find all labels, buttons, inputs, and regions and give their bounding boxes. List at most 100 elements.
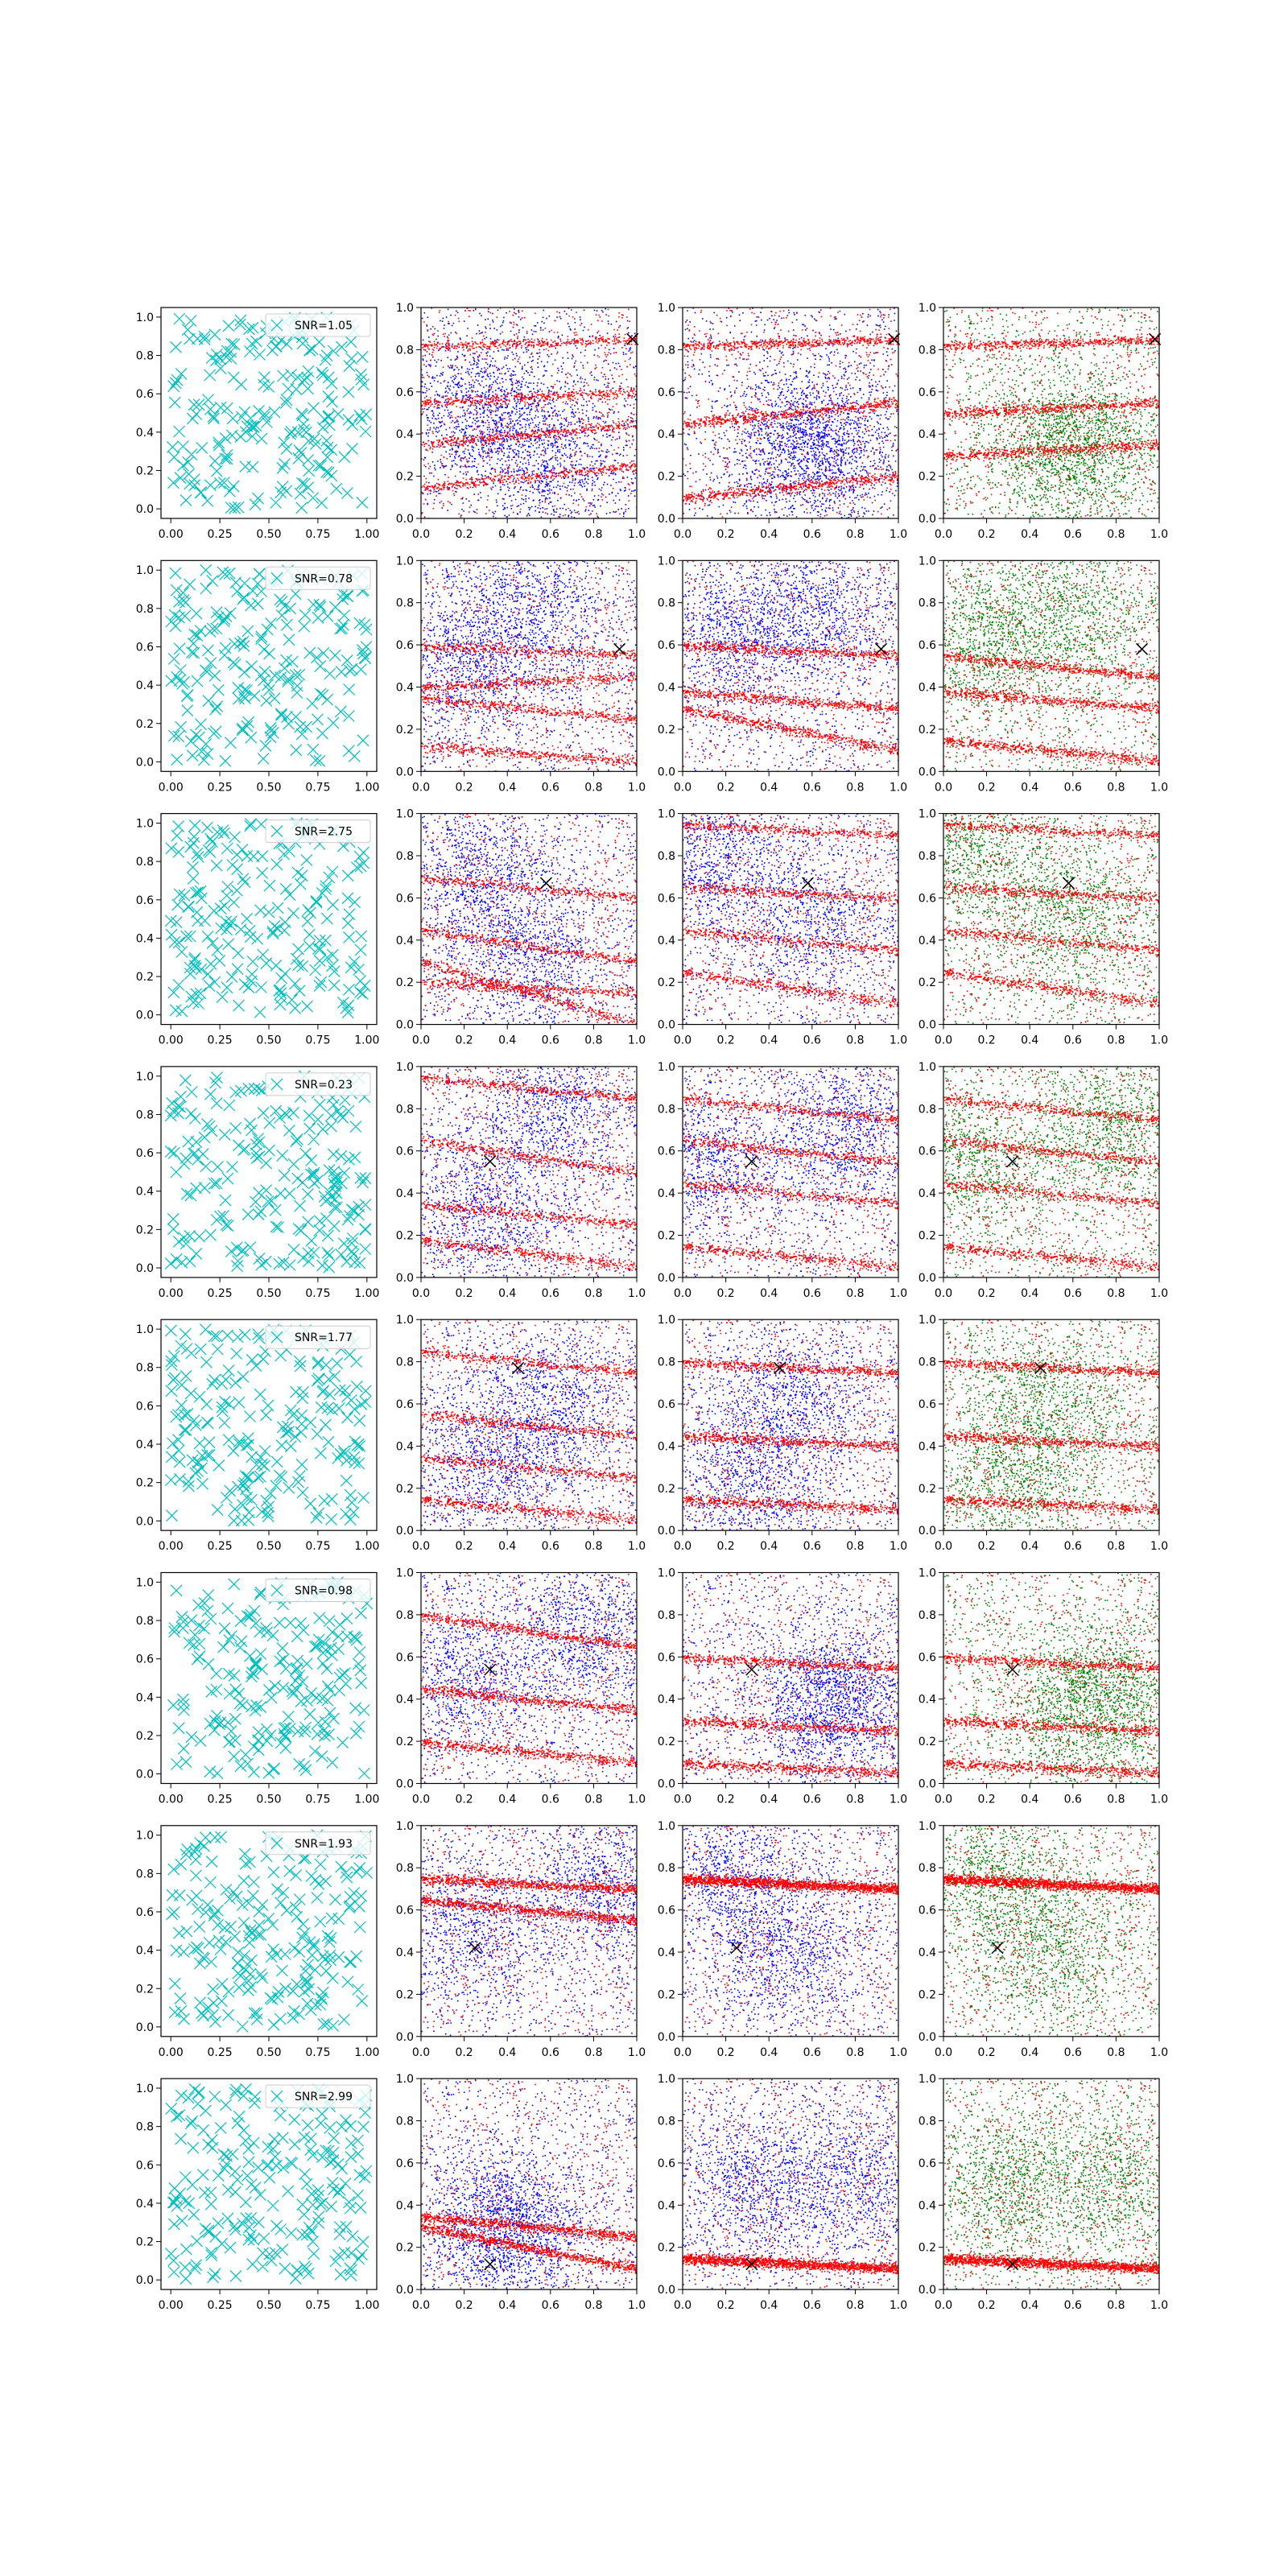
panel-r7-c4: 0.0 0.2 0.4 0.6 0.8 1.00.00.20.40.60.81.0 (919, 1820, 1168, 2059)
cross-marker (540, 877, 551, 889)
blue-points (683, 1319, 900, 1531)
y-tick-label: 0.4 (396, 1187, 414, 1200)
x-tick-label: 1.00 (354, 1034, 379, 1047)
legend: SNR=1.05 (266, 314, 370, 336)
legend: SNR=2.99 (266, 2085, 370, 2107)
y-tick-label: 1.0 (396, 1567, 414, 1580)
y-tick-label: 0.0 (136, 1515, 154, 1528)
y-tick-label: 0.6 (658, 892, 675, 905)
x-tick-label: 0.50 (256, 2299, 281, 2312)
y-tick-label: 0.6 (136, 1906, 154, 1919)
y-tick-label: 0.2 (396, 1736, 414, 1748)
x-tick-label: 1.0 (890, 1540, 907, 1553)
x-tick-label: 0.0 (935, 2046, 952, 2059)
x-tick-label: 1.0 (890, 2046, 907, 2059)
y-tick-label: 0.8 (919, 2116, 936, 2128)
x-tick-label: 0.0 (674, 1794, 691, 1806)
x-tick-label: 0.4 (760, 1287, 778, 1300)
x-tick-label: 0.6 (542, 2046, 559, 2059)
x-tick-label: 0.6 (1064, 1034, 1082, 1047)
y-tick-label: 1.0 (396, 555, 414, 568)
scatter-points (943, 560, 1161, 772)
x-tick-label: 0.50 (256, 1034, 281, 1047)
x-tick-label: 1.0 (628, 1287, 646, 1300)
x-tick-label: 0.2 (455, 1794, 473, 1806)
x-tick-label: 0.8 (846, 2046, 864, 2059)
x-tick-label: 1.0 (1150, 1287, 1168, 1300)
x-tick-label: 0.25 (208, 1540, 233, 1553)
scatter-points (683, 2079, 900, 2291)
y-tick-label: 1.0 (396, 1820, 414, 1833)
scatter-points (421, 1067, 638, 1278)
scatter-points (943, 1319, 1161, 1532)
cyan-x-markers (167, 1830, 373, 2033)
y-tick-label: 0.8 (396, 1103, 414, 1116)
legend-label: SNR=2.75 (295, 826, 353, 839)
y-tick-label: 1.0 (658, 302, 675, 315)
x-tick-label: 1.00 (354, 2046, 379, 2059)
x-tick-label: 0.6 (1064, 1287, 1082, 1300)
y-tick-label: 0.8 (658, 1609, 675, 1622)
scatter-points (943, 308, 1161, 520)
x-tick-label: 1.0 (890, 528, 907, 541)
x-tick-label: 0.4 (1021, 2299, 1038, 2312)
panel-r3-c3: 0.0 0.2 0.4 0.6 0.8 1.00.00.20.40.60.81.0 (658, 808, 907, 1047)
red-points (943, 560, 1161, 772)
red-points (683, 1573, 900, 1785)
x-tick-label: 0.6 (803, 1794, 821, 1806)
x-tick-label: 0.6 (542, 528, 559, 541)
x-tick-label: 0.8 (846, 1540, 864, 1553)
y-tick-label: 0.4 (658, 682, 675, 695)
axes-frame (683, 1067, 898, 1278)
x-tick-label: 0.8 (1107, 528, 1125, 541)
y-tick-label: 0.4 (919, 1694, 936, 1707)
x-tick-label: 0.6 (803, 1287, 821, 1300)
y-tick-label: 1.0 (396, 302, 414, 315)
red-points (683, 1067, 900, 1278)
cyan-x-markers (166, 564, 372, 766)
x-tick-label: 0.0 (412, 781, 430, 794)
y-tick-label: 0.2 (919, 976, 936, 989)
y-tick-label: 0.2 (658, 1736, 675, 1748)
cross-marker (485, 2259, 496, 2270)
y-tick-label: 0.8 (396, 1356, 414, 1369)
y-tick-label: 0.0 (136, 1262, 154, 1275)
x-tick-label: 0.75 (305, 2046, 330, 2059)
y-tick-label: 0.6 (136, 894, 154, 907)
y-tick-label: 0.0 (136, 2021, 154, 2034)
cyan-x-markers (165, 1071, 371, 1273)
x-tick-label: 0.75 (305, 781, 330, 794)
y-tick-label: 0.6 (658, 1398, 675, 1411)
x-tick-label: 1.0 (890, 2299, 907, 2312)
y-tick-label: 0.0 (396, 1778, 414, 1791)
x-tick-label: 0.8 (846, 781, 864, 794)
x-tick-label: 1.00 (354, 781, 379, 794)
red-points (943, 308, 1161, 519)
y-tick-label: 0.4 (396, 682, 414, 695)
y-tick-label: 0.6 (396, 1651, 414, 1664)
x-tick-label: 0.6 (542, 1034, 559, 1047)
x-tick-label: 0.6 (803, 528, 821, 541)
y-tick-label: 1.0 (396, 2073, 414, 2086)
x-tick-label: 0.4 (760, 1794, 778, 1806)
x-tick-label: 0.25 (208, 2046, 233, 2059)
red-points (421, 814, 638, 1026)
x-tick-label: 0.4 (1021, 1287, 1038, 1300)
y-tick-label: 0.8 (919, 1862, 936, 1875)
y-tick-label: 0.0 (919, 1778, 936, 1791)
y-tick-label: 0.0 (919, 1272, 936, 1285)
cyan-x-markers (165, 1324, 371, 1527)
y-tick-label: 0.2 (658, 1483, 675, 1496)
blue-points (683, 814, 900, 1026)
x-tick-label: 0.6 (1064, 1540, 1082, 1553)
panel-r5-c3: 0.0 0.2 0.4 0.6 0.8 1.00.00.20.40.60.81.0 (658, 1314, 907, 1553)
blue-points (421, 560, 638, 773)
x-tick-label: 0.25 (208, 2299, 233, 2312)
y-tick-label: 0.0 (919, 766, 936, 778)
y-tick-label: 0.8 (658, 597, 675, 610)
x-tick-label: 0.8 (1107, 2299, 1125, 2312)
x-tick-label: 0.2 (455, 2046, 473, 2059)
panel-r3-c4: 0.0 0.2 0.4 0.6 0.8 1.00.00.20.40.60.81.0 (919, 808, 1168, 1047)
y-tick-label: 0.4 (396, 1946, 414, 1959)
